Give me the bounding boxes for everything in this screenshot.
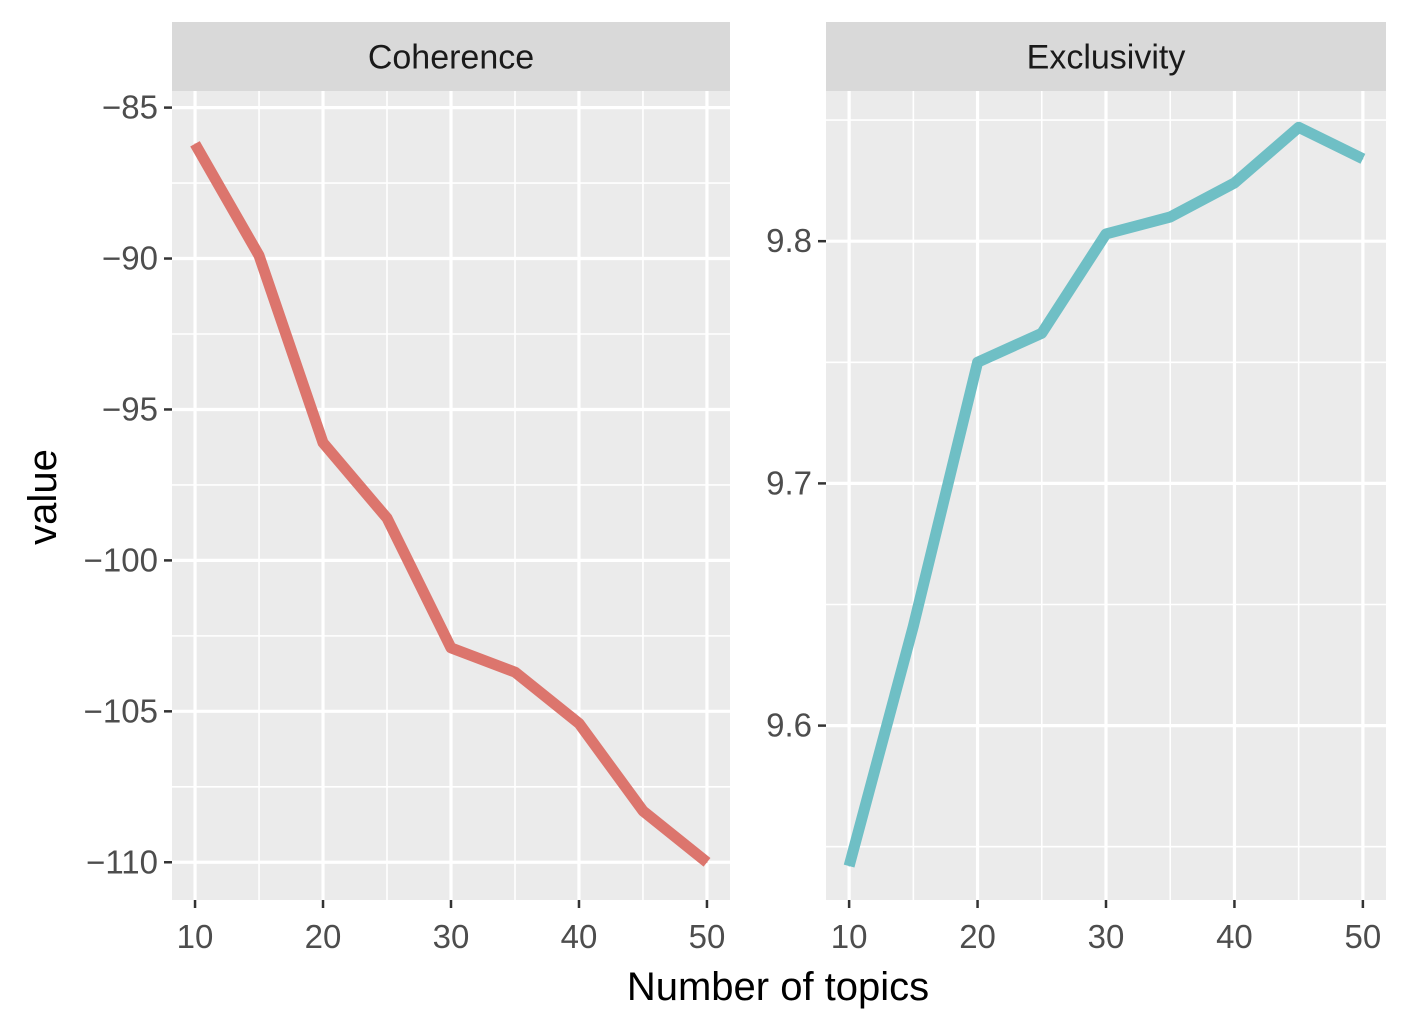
data-point [1169,216,1171,218]
y-tick-label: 9.6 [766,707,812,744]
y-tick-label: −95 [102,390,158,427]
y-tick-label: −100 [84,541,158,578]
x-tick-label: 30 [433,918,470,955]
y-tick-label: 9.7 [766,464,812,501]
facet-strip [172,22,730,91]
x-axis-title: Number of topics [627,965,929,1009]
y-tick-label: −85 [102,89,158,126]
data-point [514,671,516,673]
data-point [386,517,388,519]
y-axis-title: value [21,449,65,545]
x-tick-label: 10 [177,918,214,955]
y-tick-label: −90 [102,240,158,277]
x-tick-label: 20 [305,918,342,955]
data-point [1105,233,1107,235]
data-point [578,722,580,724]
y-tick-label: −105 [84,692,158,729]
data-point [258,255,260,257]
x-tick-label: 40 [1216,918,1253,955]
data-point [322,442,324,444]
x-tick-label: 30 [1088,918,1125,955]
x-tick-label: 50 [689,918,726,955]
x-tick-label: 50 [1345,918,1382,955]
x-tick-label: 10 [831,918,868,955]
data-point [450,647,452,649]
data-point [1041,332,1043,334]
data-point [706,861,708,863]
x-tick-label: 40 [561,918,598,955]
x-tick-label: 20 [959,918,996,955]
data-point [642,810,644,812]
data-point [848,865,850,867]
data-point [912,625,914,627]
facet-strip [826,22,1386,91]
facet-strip-label: Exclusivity [1027,39,1186,77]
data-point [1298,126,1300,128]
facet-strip-label: Coherence [368,39,534,77]
data-point [977,361,979,363]
y-tick-label: 9.8 [766,222,812,259]
y-tick-label: −110 [86,843,158,880]
data-point [1233,182,1235,184]
data-point [194,143,196,145]
data-point [1362,158,1364,160]
facet-panel-exclusivity: Exclusivity 9.6 9.7 9.8 10 20 30 40 50 [766,22,1386,955]
facet-panel-coherence: Coherence −85 −90 −95 −100 −105 −110 10 20 30 40 50 [84,22,730,955]
